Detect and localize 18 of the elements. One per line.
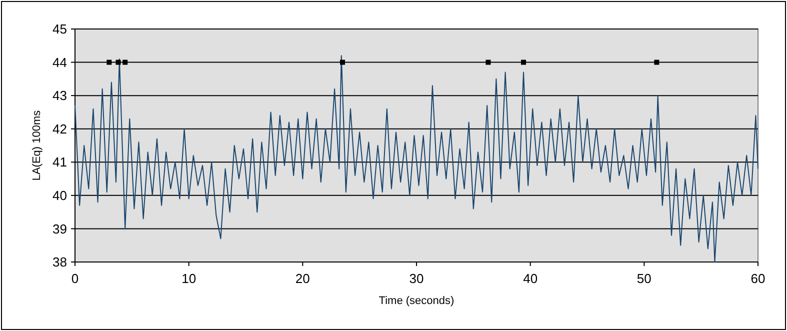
y-tick-label: 40 bbox=[52, 188, 67, 203]
x-tick-label: 60 bbox=[750, 271, 766, 286]
x-tick-label: 50 bbox=[636, 271, 652, 286]
line-series bbox=[74, 55, 758, 262]
y-tick-label: 38 bbox=[52, 254, 67, 270]
y-tick-label: 44 bbox=[52, 54, 67, 70]
y-tick-label: 43 bbox=[52, 88, 67, 104]
y-axis-title: LA(Eq) 100ms bbox=[31, 110, 43, 181]
x-tick-label: 0 bbox=[71, 271, 79, 286]
x-tick-label: 40 bbox=[523, 271, 538, 286]
x-tick-label: 20 bbox=[295, 271, 310, 286]
y-tick-label: 42 bbox=[52, 121, 67, 136]
y-tick-label: 45 bbox=[52, 22, 67, 37]
x-tick-label: 30 bbox=[409, 271, 424, 286]
x-axis-title: Time (seconds) bbox=[378, 295, 454, 307]
x-tick-label: 10 bbox=[182, 271, 196, 286]
y-tick-label: 39 bbox=[52, 221, 67, 236]
y-tick-label: 41 bbox=[52, 154, 67, 170]
